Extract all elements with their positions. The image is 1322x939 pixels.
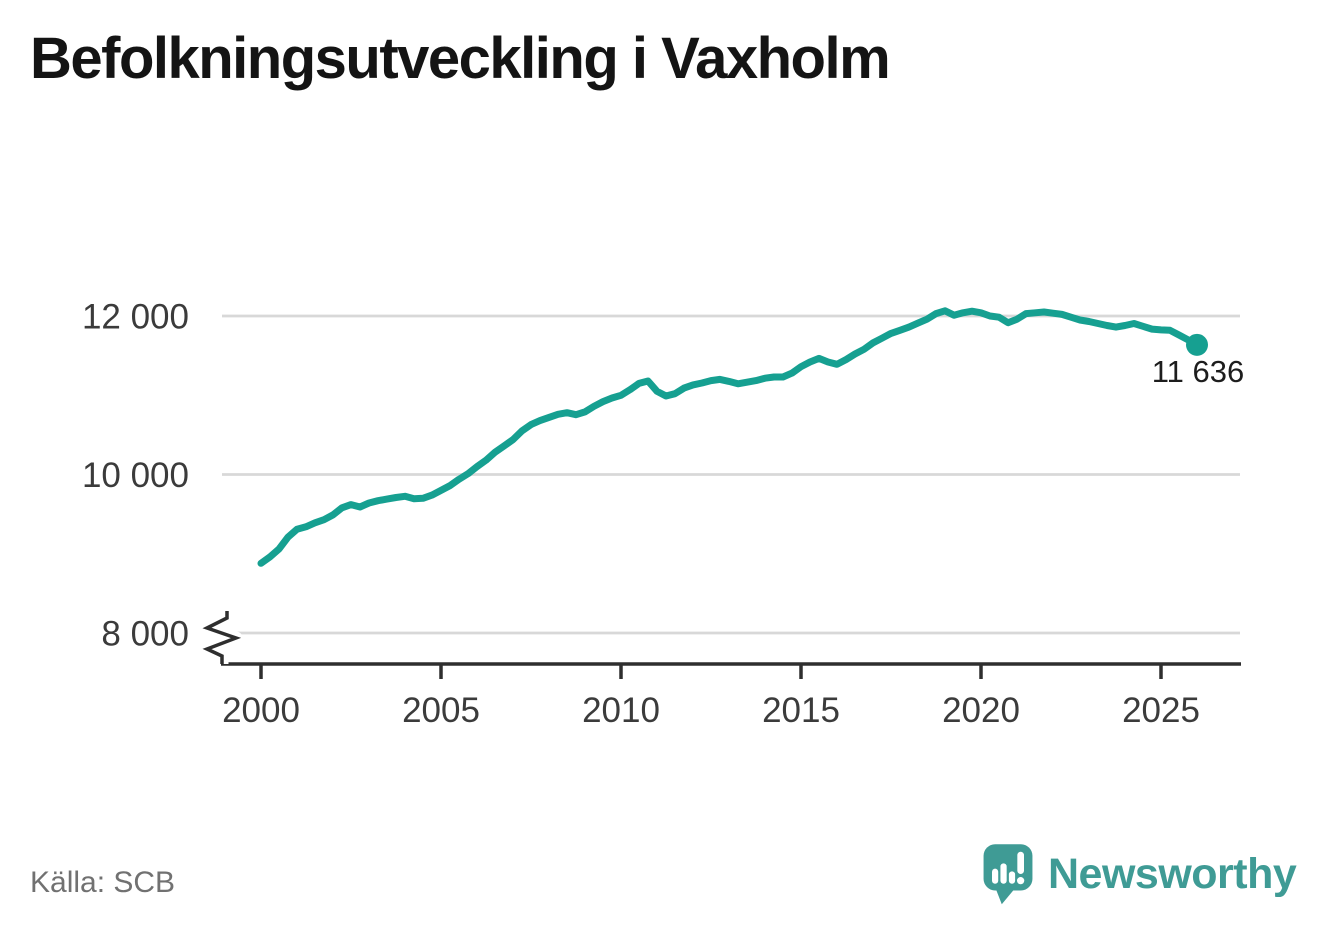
x-tick-label: 2020 [942, 691, 1020, 730]
x-tick-label: 2000 [222, 691, 300, 730]
population-line [257, 307, 1201, 567]
newsworthy-icon [983, 844, 1033, 905]
axis-break-icon [202, 611, 242, 664]
logo-bubble-tail [995, 888, 1016, 905]
end-value-label: 11 636 [1152, 354, 1245, 389]
x-tick-label: 2005 [402, 691, 480, 730]
chart-title: Befolkningsutveckling i Vaxholm [30, 26, 891, 91]
end-point-marker [1186, 333, 1208, 356]
newsworthy-wordmark: Newsworthy [1048, 849, 1297, 898]
y-tick-label: 8 000 [101, 615, 189, 654]
x-tick-label: 2015 [762, 691, 840, 730]
logo-exclamation-glyph [1016, 851, 1025, 885]
logo-bubble [983, 844, 1033, 891]
newsworthy-logo: Newsworthy [981, 842, 1297, 906]
x-tick-label: 2025 [1122, 691, 1200, 730]
source-note: Källa: SCB [30, 866, 176, 899]
y-tick-label: 10 000 [82, 456, 189, 495]
x-tick-label: 2010 [582, 691, 660, 730]
logo-bar-chart-glyph [992, 863, 1016, 884]
y-tick-label: 12 000 [82, 298, 189, 337]
